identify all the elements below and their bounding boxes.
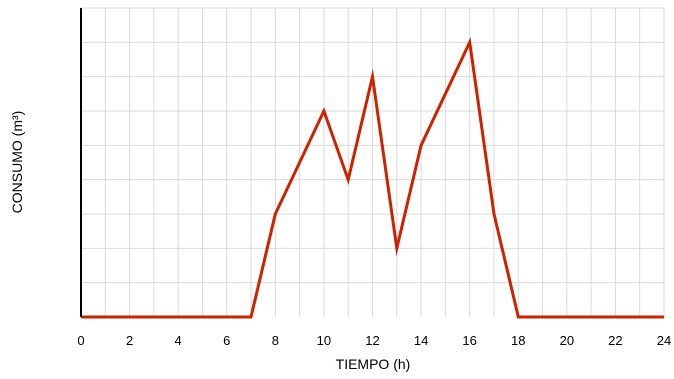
x-tick-label: 4 — [175, 333, 182, 348]
x-tick-label: 8 — [272, 333, 279, 348]
x-tick-label: 14 — [414, 333, 428, 348]
series-layer — [80, 37, 665, 319]
x-axis-title: TIEMPO (h) — [336, 356, 411, 372]
grid — [81, 7, 665, 317]
y-axis-title: CONSUMO (m³) — [9, 111, 25, 214]
x-tick-label: 2 — [126, 333, 133, 348]
x-tick-labels: 0 2 4 6 8 10 12 14 16 18 20 22 24 — [77, 333, 671, 348]
series-line — [81, 37, 664, 319]
x-tick-label: 20 — [560, 333, 574, 348]
x-tick-label: 24 — [657, 333, 671, 348]
x-tick-label: 22 — [608, 333, 622, 348]
x-tick-label: 10 — [317, 333, 331, 348]
x-tick-label: 0 — [77, 333, 84, 348]
x-tick-label: 16 — [462, 333, 476, 348]
x-tick-label: 6 — [223, 333, 230, 348]
x-tick-label: 12 — [365, 333, 379, 348]
x-tick-label: 18 — [511, 333, 525, 348]
